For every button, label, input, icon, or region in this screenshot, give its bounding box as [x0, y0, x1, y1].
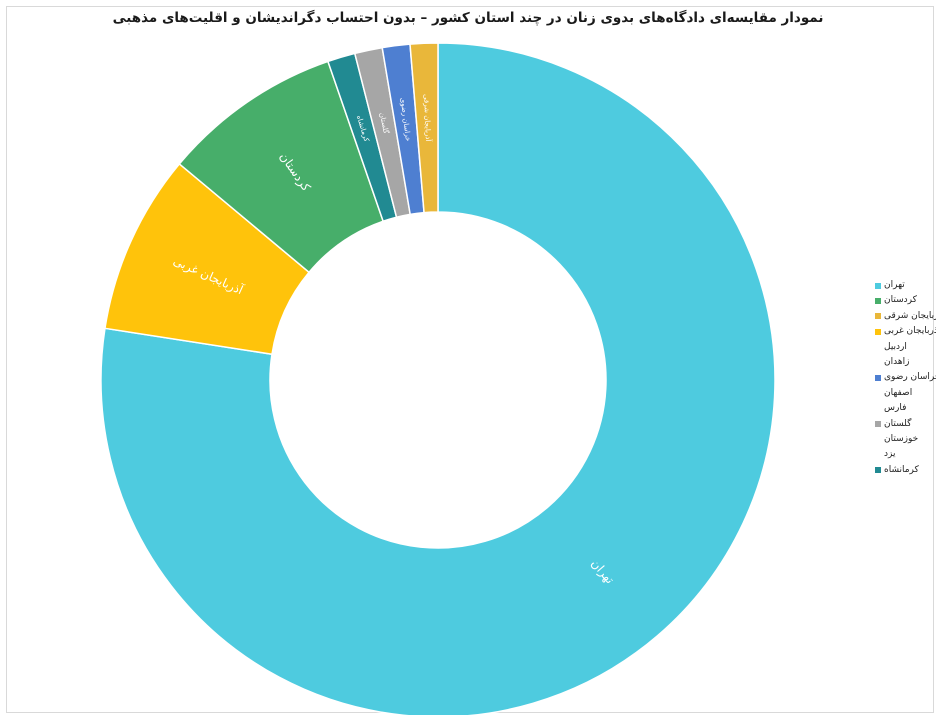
legend-swatch [875, 328, 881, 335]
legend-label: آذربایجان غربی [884, 326, 936, 337]
legend-swatch [875, 297, 881, 304]
legend-label: اصفهان [884, 387, 913, 398]
legend-item: کرمانشاه [872, 463, 936, 478]
legend-label: تهران [884, 280, 905, 290]
legend-item: یزد [872, 447, 936, 462]
legend-item: اصفهان [872, 386, 936, 401]
legend-label: خوزستان [884, 433, 919, 444]
donut-slice [100, 42, 776, 715]
legend-swatch [875, 374, 881, 381]
legend-item: تهران [872, 278, 936, 293]
legend-item: آذربایجان غربی [872, 324, 936, 339]
legend-item: خوزستان [872, 432, 936, 447]
chart-title: نمودار مقایسه‌ای دادگاه‌های بدوی زنان در… [112, 10, 824, 26]
legend-swatch [875, 467, 881, 474]
donut-slice [409, 42, 439, 214]
legend-swatch [875, 282, 881, 289]
slice-label: گلستان [378, 112, 391, 135]
legend-label: آذربایجان شرقی [884, 310, 936, 321]
slice-label: آذربایجان شرقی [422, 94, 433, 143]
legend-label: زاهدان [884, 356, 910, 367]
legend-item: زاهدان [872, 355, 936, 370]
legend-label: گلستان [884, 418, 912, 429]
chart-legend: تهران کردستان آذربایجان شرقی آذربایجان غربی… [872, 278, 936, 478]
legend-item: اردبیل [872, 340, 936, 355]
legend-label: کردستان [884, 295, 917, 306]
legend-label: فارس [884, 403, 907, 414]
legend-label: اردبیل [884, 341, 907, 352]
legend-item: گلستان [872, 417, 936, 432]
legend-label: کرمانشاه [884, 464, 919, 475]
legend-item: فارس [872, 401, 936, 416]
legend-label: خراسان رضوی [884, 372, 936, 383]
legend-item: کردستان [872, 293, 936, 308]
legend-label: یزد [884, 449, 896, 460]
legend-item: خراسان رضوی [872, 370, 936, 385]
legend-swatch [875, 313, 881, 320]
legend-item: آذربایجان شرقی [872, 309, 936, 324]
legend-swatch [875, 421, 881, 428]
